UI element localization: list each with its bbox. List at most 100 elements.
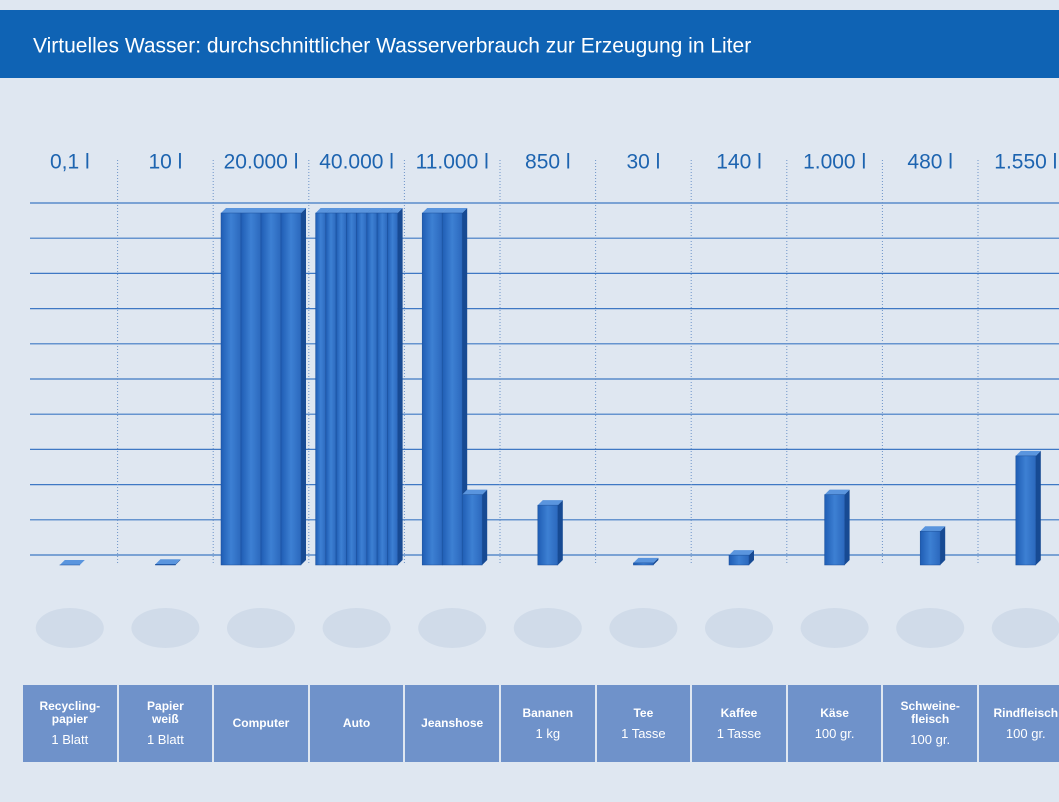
category-label: Papier weiß [147,699,184,726]
bar-top [920,526,946,532]
bar-top [387,208,403,213]
unit-label: 100 gr. [910,732,951,747]
value-label: 1.000 l [803,151,866,174]
bar-side [79,559,85,565]
bar-front [335,212,347,566]
value-label: 30 l [626,151,660,174]
bar-front [824,494,845,566]
category-box: Papier weiß 1 Blatt [118,685,213,762]
category-box: Jeanshose [405,685,499,762]
icon [322,608,391,648]
bar-top [824,489,850,495]
unit-label: 100 gr. [1005,725,1046,741]
category-label: Bananen [522,705,574,720]
category-label: Schweine- fleisch [900,699,960,726]
value-label: 480 l [907,151,953,174]
unit-label: 1 Blatt [51,732,89,747]
bar-top [377,208,393,213]
category-label: Käse [820,705,849,720]
category-label: Kaffee [720,705,758,720]
category-label: Jeanshose [421,716,484,730]
bar-side [749,550,754,565]
value-label: 20.000 l [224,151,299,174]
value-label: 850 l [525,151,571,174]
category-box: Kaffee 1 Tasse [692,685,786,762]
bar-top [315,208,331,213]
bar-front [387,212,398,566]
icon [609,608,678,648]
bar-side [940,526,946,565]
bar-side [397,208,403,565]
bar-front [1015,455,1037,566]
category-box: Bananen 1 kg [501,685,595,762]
value-label: 40.000 l [319,151,394,174]
value-label: 11.000 l [416,151,489,174]
bar-side [301,208,306,565]
bar-front [421,212,443,566]
bar-top [336,208,352,213]
bar-front [346,212,357,566]
bar-front [356,212,368,566]
bar-front [633,562,654,566]
category-label: Auto [342,716,371,730]
unit-label: 1 kg [535,725,561,741]
chart-title: Virtuelles Wasser: durchschnittlicher Wa… [33,35,751,58]
bar-top [442,208,468,213]
value-label: 140 l [716,151,762,174]
bar-front [441,212,463,566]
bar-front [220,212,242,566]
bar-side [462,208,468,565]
bar-top [59,559,85,565]
bar-front [461,494,483,566]
bar-front [260,212,282,566]
bar-front [315,212,327,566]
bar [155,559,181,566]
bar-front [280,212,302,566]
category-box: Computer [214,685,308,762]
icon [227,608,295,648]
icon [705,608,773,648]
bar-side [175,559,181,565]
icon [35,608,104,648]
category-label: Rindfleisch [993,705,1059,720]
bar-side [557,500,563,565]
bar [59,559,85,566]
bar-top [462,489,488,495]
bar [824,489,850,566]
bar-front [537,504,559,566]
bar-top [1015,450,1041,456]
icon [896,608,965,648]
icon [131,608,200,648]
value-label: 0,1 l [50,151,90,174]
bar-top [155,559,181,565]
bar-top [356,208,372,213]
unit-label: 1 Tasse [621,725,666,741]
category-box: Rindfleisch 100 gr. [979,685,1059,762]
bar-top [633,557,659,563]
bar-side [1035,450,1041,565]
bar-front [366,212,378,566]
category-box: Käse 100 gr. [787,685,882,762]
bar-top [366,208,383,213]
icon [800,608,869,648]
bar-front [240,212,262,566]
bar-top [325,208,342,213]
bar-top [241,208,266,213]
bar-front [376,212,388,566]
unit-label: 100 gr. [814,725,855,741]
bar-top [281,208,306,213]
icon [513,608,582,648]
bar-top [422,208,448,213]
category-box: Tee 1 Tasse [596,685,691,762]
category-box: Schweine- fleisch 100 gr. [883,685,977,762]
category-label: Computer [232,716,290,730]
category-box: Recycling- papier 1 Blatt [23,685,117,762]
bar [537,500,563,566]
category-box: Auto [309,685,404,762]
bar-top [537,500,563,506]
bar-side [844,489,850,565]
unit-label: 1 Blatt [146,732,184,747]
bar-front [325,212,337,566]
